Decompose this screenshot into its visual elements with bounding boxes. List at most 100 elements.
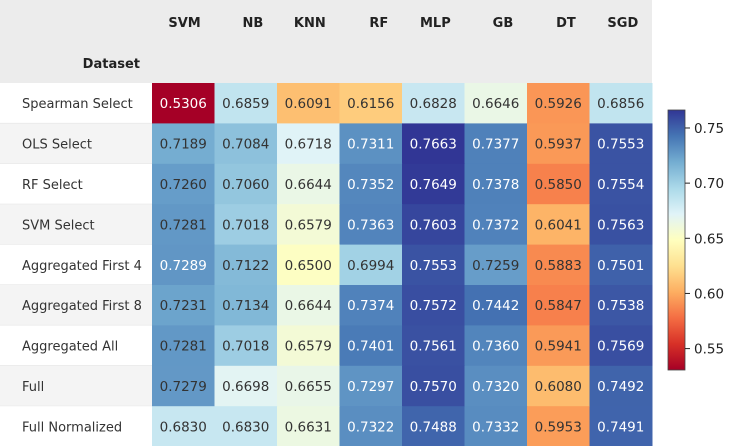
cell-value-label: 0.6828: [410, 96, 457, 112]
colorbar: 0.55 0.60 0.65 0.70 0.75: [667, 109, 724, 371]
heatmap-cell: [277, 244, 340, 286]
cell-value-label: 0.7377: [472, 137, 519, 153]
heatmap-cell: [402, 83, 465, 124]
row-header-background: [0, 406, 152, 446]
heatmap-cell: [464, 285, 528, 326]
heatmap-cell: [589, 204, 653, 246]
heatmap-cell: [527, 163, 590, 205]
row-header-label: RF Select: [22, 178, 83, 193]
heatmap-cell: [402, 244, 465, 286]
row-header-label: Aggregated All: [22, 340, 118, 355]
heatmap-cell: [277, 325, 340, 367]
row-header-background: [0, 325, 152, 366]
header-background: [0, 0, 652, 83]
row-header-background: [0, 163, 152, 205]
cell-value-label: 0.7488: [410, 419, 457, 435]
heatmap-cell: [589, 406, 653, 446]
cell-value-label: 0.6579: [285, 217, 332, 233]
cell-value-label: 0.7401: [347, 339, 394, 355]
cell-value-label: 0.7538: [597, 298, 644, 314]
row-headers: Spearman Select OLS Select RF Select SVM Se…: [0, 83, 152, 446]
cell-value-label: 0.7603: [410, 217, 457, 233]
heatmap-cell: [589, 123, 653, 165]
cell-value-label: 0.6080: [535, 379, 582, 395]
heatmap-cell: [402, 285, 465, 326]
heatmap-cell: [277, 163, 340, 205]
cell-value-label: 0.7189: [160, 137, 207, 153]
heatmap-cell: [464, 406, 528, 446]
cell-value-label: 0.6655: [285, 379, 332, 395]
heatmap-cells: 0.5306 0.6859 0.6091 0.6156 0.6828 0.6646 0.59…: [152, 83, 653, 446]
cell-value-label: 0.5941: [535, 339, 582, 355]
cell-value-label: 0.5847: [535, 298, 582, 314]
heatmap-cell: [152, 325, 215, 367]
colorbar-gradient: [667, 109, 686, 371]
heatmap-cell: [339, 244, 403, 286]
row-header-label: OLS Select: [22, 138, 92, 153]
heatmap-cell: [339, 123, 403, 165]
heatmap-cell: [464, 123, 528, 165]
column-header-mlp: MLP: [420, 16, 451, 31]
row-header-label: Spearman Select: [22, 97, 133, 112]
column-header-dt: DT: [556, 16, 576, 31]
cell-value-label: 0.6830: [160, 419, 207, 435]
cell-value-label: 0.7018: [222, 217, 269, 233]
colorbar-tick-label: 0.70: [694, 176, 724, 192]
heatmap-cell: [527, 123, 590, 165]
cell-value-label: 0.7663: [410, 137, 457, 153]
cell-value-label: 0.6644: [285, 298, 332, 314]
heatmap-cell: [402, 163, 465, 205]
cell-value-label: 0.7554: [597, 177, 644, 193]
heatmap-cell: [527, 406, 590, 446]
cell-value-label: 0.6718: [285, 137, 332, 153]
colorbar-tick-label: 0.60: [694, 286, 724, 302]
cell-value-label: 0.7378: [472, 177, 519, 193]
cell-value-label: 0.7374: [347, 298, 394, 314]
heatmap-cell: [527, 365, 590, 407]
heatmap-cell: [152, 365, 215, 407]
cell-value-label: 0.7281: [160, 339, 207, 355]
cell-value-label: 0.6698: [222, 379, 269, 395]
heatmap-cell: [152, 204, 215, 246]
cell-value-label: 0.6156: [347, 96, 394, 112]
heatmap-cell: [402, 365, 465, 407]
heatmap-cell: [214, 365, 278, 407]
cell-value-label: 0.5953: [535, 419, 582, 435]
cell-value-label: 0.5850: [535, 177, 582, 193]
row-header-label: SVM Select: [22, 218, 95, 233]
cell-value-label: 0.6579: [285, 339, 332, 355]
heatmap-cell: [277, 285, 340, 326]
cell-value-label: 0.6041: [535, 217, 582, 233]
column-header-rf: RF: [369, 16, 388, 31]
cell-value-label: 0.7060: [222, 177, 269, 193]
row-header-background: [0, 83, 152, 124]
heatmap-cell: [214, 285, 278, 326]
heatmap-cell: [527, 83, 590, 124]
cell-value-label: 0.7352: [347, 177, 394, 193]
heatmap-cell: [339, 365, 403, 407]
cell-value-label: 0.7084: [222, 137, 269, 153]
heatmap-cell: [527, 325, 590, 367]
colorbar-tick-label: 0.75: [694, 121, 724, 137]
cell-value-label: 0.7332: [472, 419, 519, 435]
cell-value-label: 0.7297: [347, 379, 394, 395]
heatmap-cell: [589, 365, 653, 407]
heatmap-cell: [152, 244, 215, 286]
cell-value-label: 0.6856: [597, 96, 644, 112]
heatmap-cell: [339, 163, 403, 205]
heatmap-cell: [214, 83, 278, 124]
cell-value-label: 0.7279: [160, 379, 207, 395]
row-header-background: [0, 365, 152, 407]
heatmap-cell: [214, 204, 278, 246]
cell-value-label: 0.7572: [410, 298, 457, 314]
row-header-label: Aggregated First 4: [22, 259, 142, 274]
heatmap-cell: [277, 123, 340, 165]
heatmap-cell: [402, 325, 465, 367]
heatmap-cell: [339, 83, 403, 124]
cell-value-label: 0.6500: [285, 258, 332, 274]
cell-value-label: 0.6646: [472, 96, 519, 112]
heatmap-cell: [464, 83, 528, 124]
column-header-sgd: SGD: [607, 16, 638, 31]
row-header-background: [0, 123, 152, 164]
